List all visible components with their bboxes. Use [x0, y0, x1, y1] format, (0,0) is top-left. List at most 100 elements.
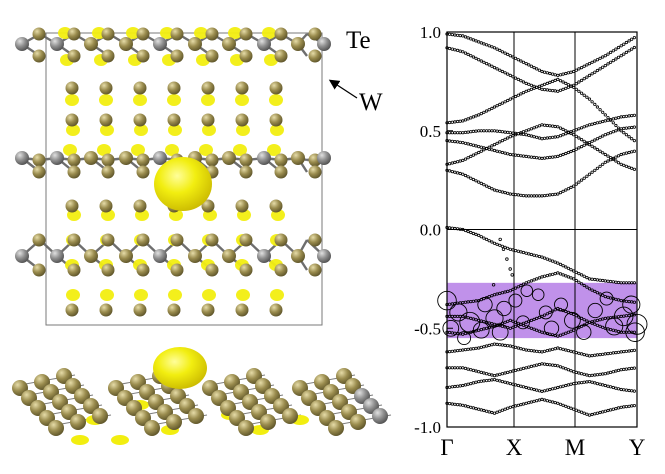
band-point [630, 404, 634, 408]
isosurface-lobe [233, 144, 247, 156]
band-point [630, 348, 634, 353]
band-point [548, 71, 552, 76]
band-point [516, 368, 520, 372]
band-point [566, 405, 571, 409]
band-point [590, 144, 594, 148]
band-series [445, 32, 637, 417]
band-point [458, 171, 462, 176]
band-point [482, 110, 486, 114]
band-point [545, 71, 549, 75]
isosurface-lobe [228, 27, 242, 39]
band-point [540, 362, 544, 366]
band-point [453, 48, 457, 52]
tellurium-atom [170, 263, 184, 277]
band-point [582, 411, 586, 415]
weighted-band-point [576, 324, 592, 340]
band-point [606, 351, 610, 356]
band-point [450, 139, 454, 143]
band-point [466, 382, 470, 386]
band-point [463, 35, 468, 39]
band-point [532, 194, 536, 198]
band-point [500, 50, 504, 54]
band-point [524, 320, 528, 324]
tungsten-atom [15, 37, 29, 51]
band-point [611, 370, 615, 374]
band-point [529, 252, 534, 257]
band-point [508, 326, 512, 330]
band-point [458, 119, 462, 123]
band-point [598, 108, 602, 112]
band-point [532, 399, 536, 403]
band-point [524, 385, 528, 390]
band-point [487, 410, 491, 414]
band-point [519, 79, 523, 83]
tellurium-atom [119, 37, 133, 51]
band-point [561, 133, 565, 137]
band-point [482, 379, 486, 383]
tellurium-atom [67, 233, 81, 247]
band-point [630, 37, 634, 41]
tellurium-atom [205, 233, 219, 247]
band-point [529, 155, 534, 159]
band-point [492, 66, 497, 70]
band-point [503, 71, 507, 75]
band-point [487, 378, 491, 382]
band-point [593, 381, 597, 385]
band-point [503, 380, 507, 384]
band-point [561, 384, 565, 388]
tellurium-atom [133, 113, 147, 127]
y-tick-label: 1.0 [420, 23, 441, 42]
band-point [564, 348, 568, 352]
band-point [503, 137, 507, 141]
band-point [474, 56, 478, 60]
tellurium-atom [136, 165, 150, 179]
band-point [500, 101, 504, 105]
gap-state-point [491, 283, 496, 287]
band-point [564, 188, 568, 192]
te-label: Te [346, 27, 371, 54]
band-point [614, 129, 618, 133]
tellurium-atom [133, 199, 147, 213]
w-label: W [359, 89, 383, 116]
band-point [540, 350, 544, 354]
band-point [595, 166, 600, 170]
band-point [579, 410, 584, 414]
band-point [506, 344, 510, 348]
band-point [556, 306, 560, 311]
band-point [608, 385, 613, 389]
band-point [482, 146, 486, 150]
band-point [556, 135, 560, 139]
band-point [632, 149, 637, 153]
band-point [487, 44, 491, 48]
band-point [585, 63, 589, 67]
band-point [487, 321, 491, 325]
band-point [500, 139, 504, 143]
band-point [603, 279, 607, 283]
band-point [450, 385, 454, 389]
weighted-band-point [457, 331, 472, 346]
band-point [569, 149, 573, 154]
band-point [569, 276, 573, 280]
band-point [561, 347, 565, 351]
band-point [564, 129, 568, 133]
band-point [622, 349, 626, 354]
band-point [495, 373, 499, 377]
band-point [495, 141, 499, 145]
band-point [503, 151, 507, 155]
band-point [582, 274, 586, 278]
band-point [577, 409, 581, 413]
band-point [587, 97, 592, 101]
band-point [603, 64, 607, 68]
band-point [482, 408, 486, 413]
band-point [516, 93, 520, 97]
band-point [506, 136, 510, 140]
band-point [477, 346, 481, 350]
band-point [545, 388, 549, 392]
band-point [447, 366, 452, 370]
band-point [619, 350, 623, 354]
band-point [558, 134, 563, 138]
band-point [477, 145, 481, 149]
band-point [498, 189, 502, 193]
band-point [453, 384, 457, 389]
band-point [506, 72, 510, 76]
